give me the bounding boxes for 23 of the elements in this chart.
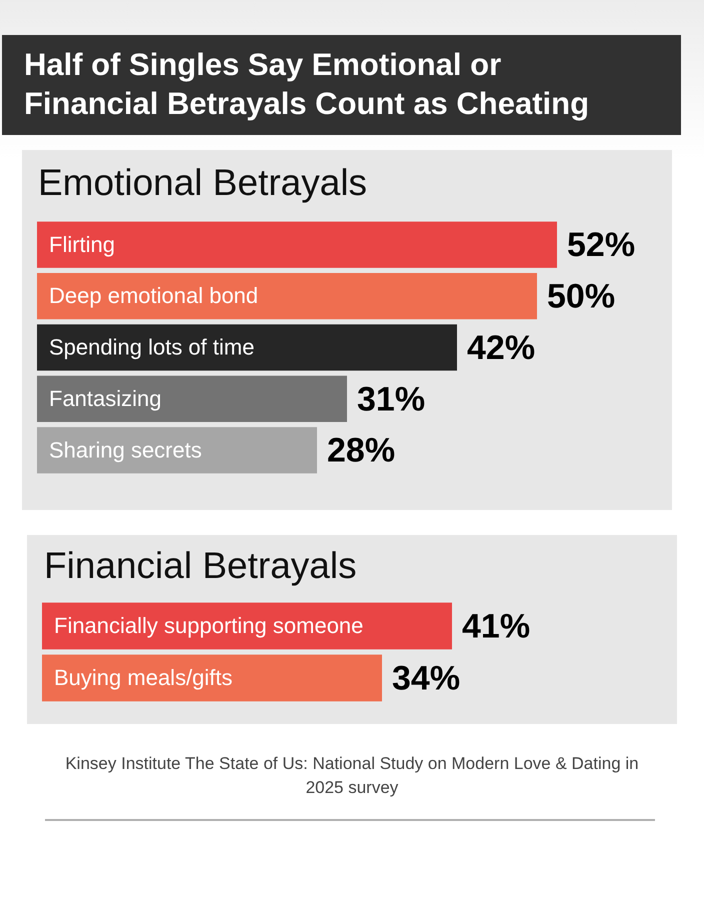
chart-title: Financial Betrayals — [44, 544, 357, 588]
data-label: 34% — [392, 659, 460, 698]
data-label: 28% — [327, 432, 396, 470]
y-tick-label: Financially supporting someone — [54, 613, 364, 638]
bar — [37, 376, 347, 422]
y-tick-label: Spending lots of time — [49, 334, 254, 360]
bar — [37, 272, 537, 320]
data-label: 50% — [547, 277, 616, 316]
y-tick-label: Sharing secrets — [49, 437, 202, 462]
y-tick-label: Fantasizing — [49, 386, 162, 411]
y-tick-label: Deep emotional bond — [49, 283, 258, 308]
bar — [37, 427, 317, 474]
chart-title: Half of Singles Say Emotional or Financial Betrayals Count as Cheating — [24, 46, 590, 123]
data-label: 31% — [357, 380, 426, 418]
bar — [37, 324, 457, 371]
text: Kinsey Institute The State of Us: National Study on Modern Love & Dating in 2025 survey — [64, 753, 640, 799]
data-label: 42% — [467, 328, 536, 367]
y-tick-label: Flirting — [49, 232, 116, 257]
y-tick-label: Buying meals/gifts — [54, 665, 233, 690]
data-label: 52% — [567, 226, 636, 264]
bar — [37, 222, 557, 268]
data-label: 41% — [462, 607, 530, 646]
chart-subtitle: Emotional Betrayals — [38, 161, 368, 205]
